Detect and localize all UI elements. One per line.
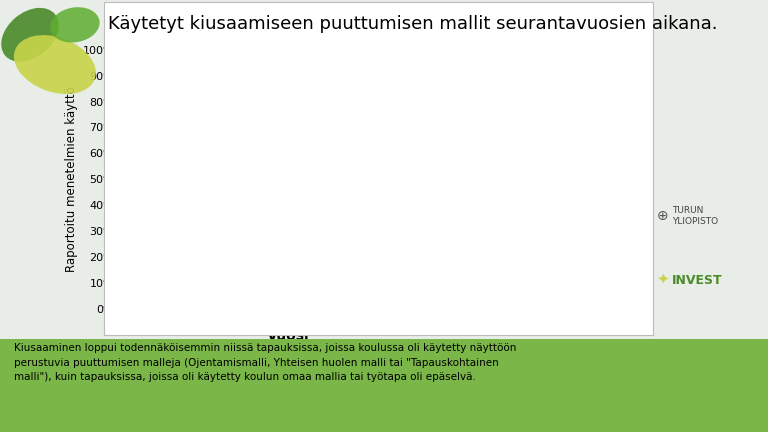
Bar [132,50,163,63]
Bar [244,68,275,140]
Bar [188,50,219,68]
Bar [300,249,332,309]
Bar [357,244,388,249]
Bar [132,63,163,133]
Bar [357,70,388,156]
Bar [132,223,163,309]
X-axis label: Vuosi: Vuosi [266,329,310,343]
Text: Kiusaaminen loppui todennäköisemmin niissä tapauksissa, joissa koulussa oli käyt: Kiusaaminen loppui todennäköisemmin niis… [14,343,516,382]
Bar [413,50,444,70]
Y-axis label: Raportoitu menetelmien käyttö: Raportoitu menetelmien käyttö [65,86,78,272]
Bar [132,133,163,213]
Bar [300,68,332,146]
Text: INVEST: INVEST [672,274,723,287]
Text: ⊕: ⊕ [657,209,668,223]
Bar [188,138,219,221]
Bar [357,249,388,309]
Text: Käytetyt kiusaamiseen puuttumisen mallit seurantavuosien aikana.: Käytetyt kiusaamiseen puuttumisen mallit… [108,15,717,33]
Bar [244,244,275,309]
Text: TURUN
YLIOPISTO: TURUN YLIOPISTO [672,206,718,226]
Ellipse shape [2,8,58,62]
Bar [413,254,444,309]
Bar [413,151,444,244]
Bar [188,221,219,234]
Bar [300,146,332,244]
Bar [188,234,219,309]
Ellipse shape [14,35,96,94]
Text: ✦: ✦ [657,271,670,286]
Bar [413,244,444,254]
Bar [300,50,332,68]
Bar [357,50,388,70]
Bar [357,156,388,244]
Bar [132,213,163,223]
Bar [244,50,275,68]
Bar [413,70,444,151]
Bar [244,140,275,236]
Bar [300,244,332,249]
Bar [244,236,275,244]
Bar [188,68,219,138]
Ellipse shape [50,7,100,42]
Legend: Työtapa epäselvä, Koulun oma malli, Tapauskohtainen malli, Yhteisen huolen malli: Työtapa epäselvä, Koulun oma malli, Tapa… [479,55,624,133]
